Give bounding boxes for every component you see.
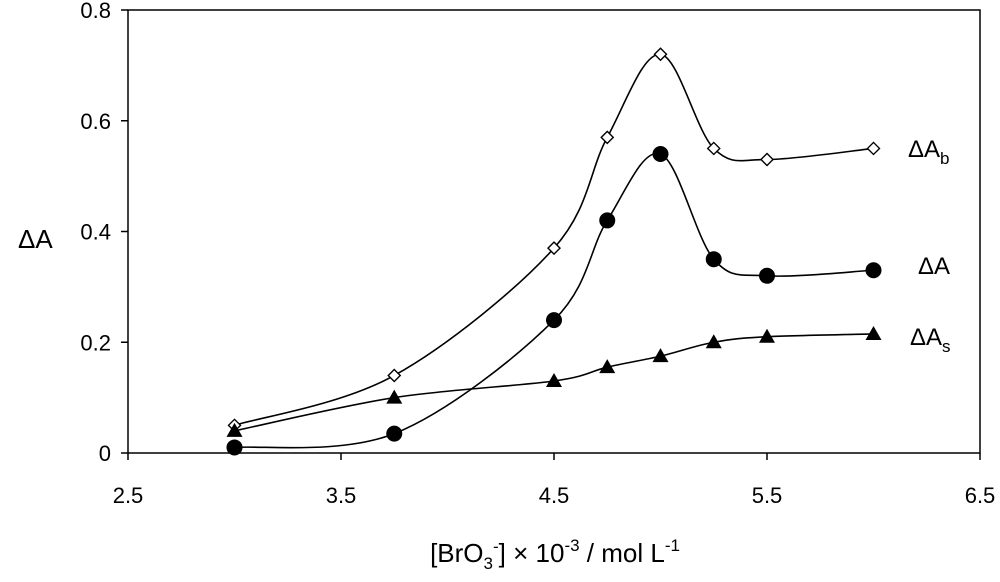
data-point-diamond	[653, 47, 668, 62]
y-axis-title: ΔA	[18, 224, 53, 254]
x-title-mid: ] × 10	[499, 538, 565, 568]
x-tick-label: 6.5	[965, 483, 996, 508]
data-point-triangle	[865, 325, 882, 340]
y-tick-label: 0	[99, 441, 111, 466]
x-title-sup1: -	[493, 537, 499, 556]
axis-ticks: 2.5 3.5 4.5 5.5 6.5 0 0.2 0.4 0.6 0.8	[80, 0, 995, 508]
x-title-main: [BrO	[430, 538, 483, 568]
series-label-s-sub: s	[942, 337, 951, 356]
data-point-triangle	[226, 422, 243, 437]
series-label-b: ΔAb	[908, 136, 950, 168]
data-point-triangle	[759, 328, 775, 343]
data-point-triangle	[386, 389, 403, 404]
data-point-circle	[599, 212, 616, 229]
x-title-sub: 3	[484, 554, 493, 573]
data-point-circle	[386, 425, 403, 442]
data-point-circle	[759, 267, 775, 284]
series-line-1	[234, 53, 874, 427]
data-point-circle	[226, 439, 243, 456]
data-point-circle	[546, 312, 562, 329]
x-axis-title: [BrO3-] × 10-3 / mol L-1	[430, 536, 680, 573]
series-markers	[226, 47, 882, 456]
data-point-triangle	[599, 359, 616, 374]
x-tick-label: 2.5	[113, 483, 144, 508]
data-point-diamond	[706, 141, 721, 156]
series-line-2	[234, 152, 874, 449]
series-label-a: ΔA	[918, 253, 950, 280]
data-point-circle	[652, 145, 669, 162]
x-tick-label: 5.5	[752, 483, 783, 508]
data-point-circle	[705, 251, 722, 268]
y-tick-label: 0.8	[80, 0, 111, 23]
x-tick-label: 3.5	[326, 483, 357, 508]
series-label-s-main: ΔA	[910, 324, 942, 351]
y-tick-label: 0.2	[80, 330, 111, 355]
series-label-s: ΔAs	[910, 324, 951, 356]
series-label-b-main: ΔA	[908, 136, 940, 163]
data-point-diamond	[600, 130, 615, 145]
data-point-diamond	[387, 368, 402, 383]
x-tick-label: 4.5	[539, 483, 570, 508]
y-tick-label: 0.4	[80, 220, 111, 245]
data-point-diamond	[760, 152, 774, 167]
data-point-diamond	[547, 241, 561, 256]
x-title-sup2: -3	[564, 536, 579, 555]
y-tick-label: 0.6	[80, 109, 111, 134]
data-point-circle	[865, 262, 882, 279]
series-label-b-sub: b	[940, 149, 949, 168]
data-point-triangle	[652, 348, 669, 363]
data-point-diamond	[866, 141, 881, 156]
data-point-triangle	[705, 334, 722, 349]
data-point-triangle	[546, 373, 562, 388]
x-title-unit: / mol L	[580, 538, 665, 568]
x-title-sup3: -1	[665, 536, 680, 555]
